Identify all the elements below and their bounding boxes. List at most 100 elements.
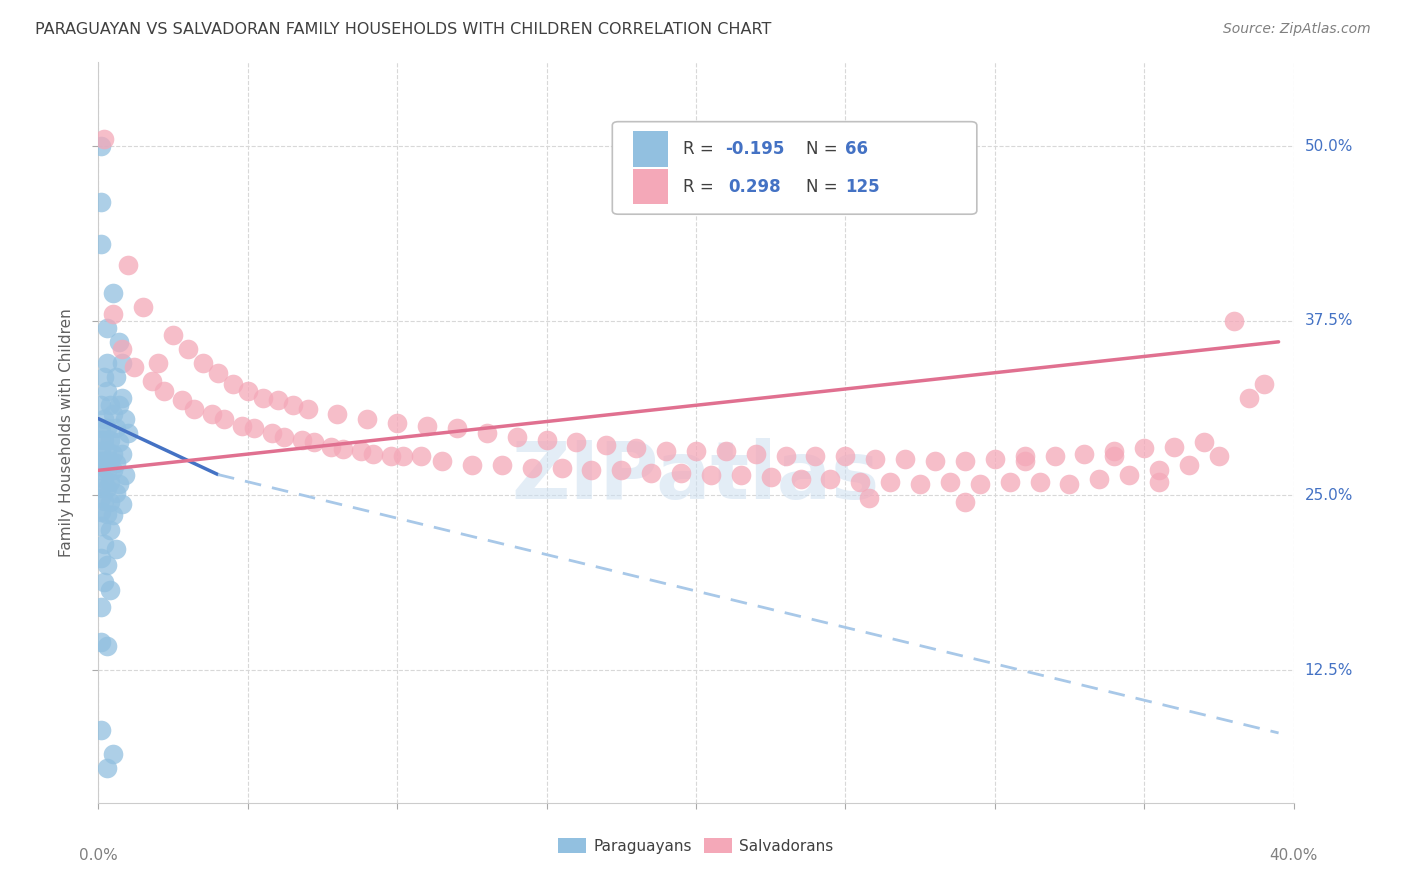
Point <box>1147 463 1170 477</box>
Point <box>1163 440 1185 454</box>
Point <box>90 600 112 615</box>
Point <box>90 237 112 252</box>
Point <box>96 463 118 477</box>
Point <box>90 463 112 477</box>
Point <box>491 458 513 472</box>
Point <box>565 435 588 450</box>
Point <box>111 446 134 460</box>
Point <box>201 408 224 422</box>
Bar <box>633 131 668 167</box>
Point <box>252 391 274 405</box>
Point <box>924 453 946 467</box>
Point <box>858 491 880 506</box>
Point <box>321 440 343 454</box>
FancyBboxPatch shape <box>613 121 977 214</box>
Point <box>162 327 184 342</box>
Point <box>105 456 128 470</box>
Point <box>111 391 134 405</box>
Point <box>430 453 453 467</box>
Point <box>90 519 112 533</box>
Point <box>595 438 617 452</box>
Point <box>124 359 146 374</box>
Point <box>114 467 136 482</box>
Point <box>411 450 433 464</box>
Point <box>90 421 112 435</box>
Point <box>865 452 887 467</box>
Point <box>1147 475 1170 489</box>
Point <box>103 307 125 321</box>
Point <box>105 421 128 435</box>
Point <box>1059 477 1081 491</box>
Point <box>114 411 136 425</box>
Point <box>730 467 752 482</box>
Point <box>550 460 572 475</box>
Point <box>610 463 633 477</box>
Point <box>655 443 678 458</box>
Point <box>1014 450 1036 464</box>
Legend: Paraguayans, Salvadorans: Paraguayans, Salvadorans <box>554 833 838 858</box>
Point <box>820 472 842 486</box>
Point <box>103 508 125 522</box>
Point <box>363 446 385 460</box>
Text: 125: 125 <box>845 178 880 195</box>
Point <box>103 463 125 477</box>
Point <box>207 366 229 380</box>
Point <box>98 524 122 538</box>
Point <box>273 430 295 444</box>
Point <box>96 443 118 458</box>
Point <box>103 285 125 300</box>
Text: 12.5%: 12.5% <box>1305 663 1353 678</box>
Point <box>177 342 200 356</box>
Point <box>108 334 131 349</box>
Point <box>90 443 112 458</box>
Point <box>108 477 131 491</box>
Point <box>90 453 112 467</box>
Point <box>96 384 118 398</box>
Point <box>475 425 498 440</box>
Point <box>894 452 917 467</box>
Point <box>908 477 931 491</box>
Point <box>326 408 349 422</box>
Point <box>356 411 378 425</box>
Y-axis label: Family Households with Children: Family Households with Children <box>59 309 75 557</box>
Point <box>212 411 235 425</box>
Point <box>1223 314 1246 328</box>
Point <box>714 443 737 458</box>
Point <box>1118 467 1140 482</box>
Point <box>98 453 122 467</box>
Point <box>984 452 1007 467</box>
Point <box>98 583 122 598</box>
Point <box>626 441 648 455</box>
Point <box>105 485 128 500</box>
Text: 25.0%: 25.0% <box>1305 488 1353 503</box>
Point <box>1178 458 1201 472</box>
Point <box>745 446 768 460</box>
Point <box>640 466 662 480</box>
Text: 0.298: 0.298 <box>728 178 780 195</box>
Point <box>96 321 118 335</box>
Point <box>90 635 112 649</box>
Point <box>96 640 118 654</box>
Point <box>1208 450 1230 464</box>
Point <box>98 495 122 509</box>
Point <box>1237 391 1260 405</box>
Text: -0.195: -0.195 <box>724 140 785 158</box>
Point <box>236 384 259 398</box>
Point <box>105 369 128 384</box>
Point <box>98 475 122 489</box>
Text: PARAGUAYAN VS SALVADORAN FAMILY HOUSEHOLDS WITH CHILDREN CORRELATION CHART: PARAGUAYAN VS SALVADORAN FAMILY HOUSEHOL… <box>35 22 772 37</box>
Point <box>111 356 134 370</box>
Point <box>1104 450 1126 464</box>
Text: 66: 66 <box>845 140 869 158</box>
Point <box>1073 446 1095 460</box>
Point <box>90 505 112 519</box>
Point <box>297 401 319 416</box>
Point <box>90 398 112 412</box>
Point <box>1192 435 1215 450</box>
Point <box>93 494 115 508</box>
Point <box>141 374 163 388</box>
Point <box>111 497 134 511</box>
Point <box>96 761 118 775</box>
Point <box>281 398 304 412</box>
Point <box>90 551 112 566</box>
